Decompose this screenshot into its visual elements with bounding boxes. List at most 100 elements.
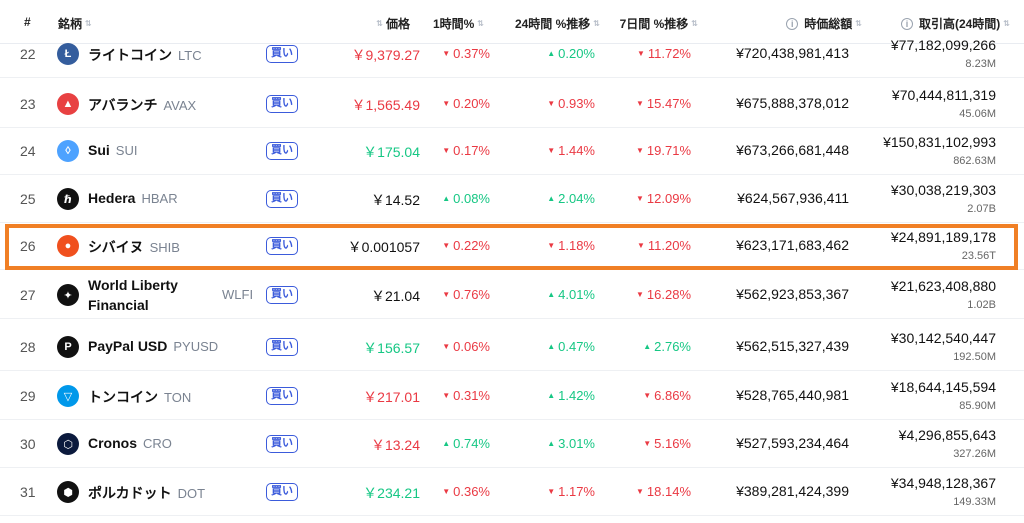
coin-symbol: HBAR (141, 191, 178, 206)
market-cap: ¥527,593,234,464 (736, 435, 849, 451)
change-7d: 11.20% (637, 238, 691, 253)
change-1h: 0.31% (442, 388, 490, 403)
coin-name-text[interactable]: シバイヌ (88, 239, 144, 255)
price: ￥217.01 (363, 389, 420, 405)
hedera-icon: ℏ (57, 188, 79, 210)
sort-icon[interactable]: ⇅ (376, 18, 383, 28)
buy-button[interactable]: 買い (266, 237, 298, 255)
market-cap: ¥623,171,683,462 (736, 237, 849, 253)
coin-name[interactable]: アバランチ AVAX (88, 95, 196, 115)
coin-symbol: WLFI (222, 287, 254, 302)
buy-button[interactable]: 買い (266, 95, 298, 113)
table-row[interactable]: 26 ● シバイヌ SHIB 買い ￥0.001057 0.22% 1.18% 1… (0, 222, 1024, 270)
table-row[interactable]: 25 ℏ Hedera HBAR 買い ￥14.52 0.08% 2.04% 12… (0, 175, 1024, 223)
coin-name[interactable]: Cronos CRO (88, 435, 172, 451)
buy-button[interactable]: 買い (266, 338, 298, 356)
buy-button[interactable]: 買い (266, 483, 298, 501)
h24-header[interactable]: 24時間 %推移 ⇅ (514, 17, 600, 31)
change-24h: 1.17% (547, 484, 595, 499)
paypal-icon: P (57, 336, 79, 358)
change-1h: 0.36% (442, 484, 490, 499)
coin-name-text[interactable]: Sui (88, 142, 110, 158)
rank: 24 (20, 143, 36, 159)
volume: ¥21,623,408,880 (890, 278, 996, 294)
sort-icon[interactable]: ⇅ (85, 18, 92, 28)
rank: 25 (20, 191, 36, 207)
market-cap: ¥562,923,853,367 (736, 286, 849, 302)
sort-icon[interactable]: ⇅ (593, 18, 600, 28)
volume: ¥70,444,811,319 (891, 87, 996, 103)
buy-button[interactable]: 買い (266, 387, 298, 405)
table-row[interactable]: 28 P PayPal USD PYUSD 買い ￥156.57 0.06% 0.… (0, 323, 1024, 371)
coin-name-line1[interactable]: World Liberty (88, 277, 178, 293)
coin-name-text[interactable]: PayPal USD (88, 338, 168, 354)
volume: ¥34,948,128,367 (890, 475, 996, 491)
price-header[interactable]: ⇅ 価格 (376, 17, 410, 31)
volume-header[interactable]: i 取引高(24時間) ⇅ (900, 15, 1010, 32)
volume-sub: 862.63M (953, 155, 996, 167)
volume-sub: 8.23M (965, 58, 996, 70)
buy-button[interactable]: 買い (266, 190, 298, 208)
change-7d: 2.76% (643, 339, 691, 354)
change-24h: 0.20% (547, 46, 595, 61)
coin-name-text[interactable]: Hedera (88, 190, 136, 206)
coin-name[interactable]: ポルカドット DOT (88, 483, 205, 503)
coin-name[interactable]: シバイヌ SHIB (88, 237, 180, 257)
name-header[interactable]: 銘柄 ⇅ (58, 17, 92, 31)
buy-button[interactable]: 買い (266, 286, 298, 304)
info-icon[interactable]: i (900, 17, 913, 30)
table-header: # 銘柄 ⇅ ⇅ 価格 1時間% ⇅ 24時間 %推移 ⇅ 7日間 %推移 ⇅ i 時価総額… (0, 0, 1024, 44)
coin-name-text[interactable]: Cronos (88, 435, 137, 451)
change-1h: 0.06% (442, 339, 490, 354)
table-row[interactable]: 24 ◊ Sui SUI 買い ￥175.04 0.17% 1.44% 19.71… (0, 127, 1024, 175)
coin-name-text[interactable]: トンコイン (88, 389, 158, 405)
market-cap: ¥675,888,378,012 (736, 95, 849, 111)
sort-icon[interactable]: ⇅ (477, 18, 484, 28)
coin-name[interactable]: トンコイン TON (88, 387, 191, 407)
buy-button[interactable]: 買い (266, 142, 298, 160)
sort-icon[interactable]: ⇅ (855, 18, 862, 28)
coin-name[interactable]: Sui SUI (88, 142, 137, 158)
rank-header[interactable]: # (24, 15, 31, 29)
volume-sub: 327.26M (953, 448, 996, 460)
d7-header[interactable]: 7日間 %推移 ⇅ (619, 17, 698, 31)
sort-icon[interactable]: ⇅ (1003, 18, 1010, 28)
rank: 28 (20, 339, 36, 355)
coin-name-line2[interactable]: Financial (88, 297, 149, 313)
sort-icon[interactable]: ⇅ (691, 18, 698, 28)
change-7d: 12.09% (636, 191, 691, 206)
mcap-header[interactable]: i 時価総額 ⇅ (786, 15, 862, 32)
coin-name[interactable]: Hedera HBAR (88, 190, 178, 206)
volume: ¥150,831,102,993 (883, 134, 996, 150)
volume: ¥30,142,540,447 (890, 330, 996, 346)
buy-button[interactable]: 買い (266, 435, 298, 453)
buy-button[interactable]: 買い (266, 45, 298, 63)
table-row[interactable]: 31 ⬢ ポルカドット DOT 買い ￥234.21 0.36% 1.17% 18… (0, 468, 1024, 516)
market-cap: ¥673,266,681,448 (736, 142, 849, 158)
shiba-inu-icon: ● (57, 235, 79, 257)
price: ￥156.57 (363, 340, 420, 356)
coin-name[interactable]: ライトコイン LTC (88, 45, 202, 65)
change-24h: 4.01% (547, 287, 595, 302)
market-cap: ¥389,281,424,399 (736, 483, 849, 499)
coin-name[interactable]: World Liberty Financial (88, 275, 178, 315)
coin-name-text[interactable]: ライトコイン (88, 47, 172, 63)
market-cap: ¥562,515,327,439 (736, 338, 849, 354)
coin-symbol: DOT (177, 486, 206, 501)
rank: 30 (20, 436, 36, 452)
info-icon[interactable]: i (786, 17, 799, 30)
coin-name[interactable]: PayPal USD PYUSD (88, 338, 218, 354)
table-row[interactable]: 29 ▽ トンコイン TON 買い ￥217.01 0.31% 1.42% 6.8… (0, 372, 1024, 420)
coin-name-text[interactable]: ポルカドット (88, 485, 172, 501)
table-row[interactable]: 27 ✦ World Liberty Financial WLFI 買い ￥21.… (0, 271, 1024, 319)
h1-header[interactable]: 1時間% ⇅ (432, 17, 484, 31)
volume: ¥77,182,099,266 (890, 37, 996, 53)
price: ￥21.04 (370, 288, 420, 304)
volume: ¥18,644,145,594 (890, 379, 996, 395)
rank: 27 (20, 287, 36, 303)
change-1h: 0.08% (442, 191, 490, 206)
coin-name-text[interactable]: アバランチ (88, 97, 158, 113)
table-row[interactable]: 30 ⬡ Cronos CRO 買い ￥13.24 0.74% 3.01% 5.1… (0, 420, 1024, 468)
